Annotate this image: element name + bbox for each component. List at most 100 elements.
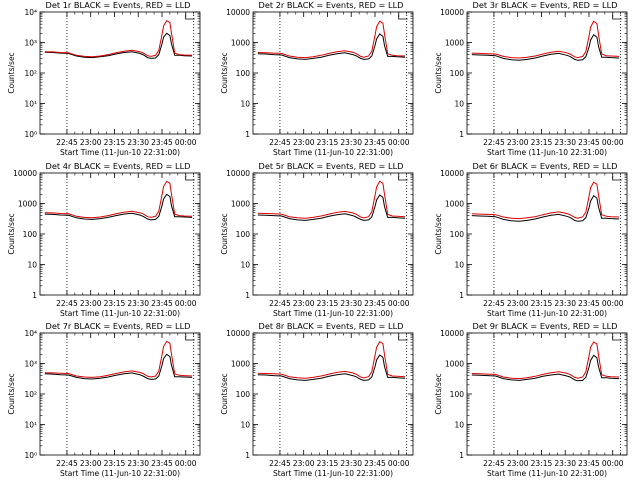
y-tick-label: 100 [23, 230, 38, 239]
detector-panel-1: Det 1r BLACK = Events, RED = LLD 10⁰ 10¹ 10… [7, 0, 201, 157]
series-line-lld [257, 20, 406, 59]
y-tick-label: 10⁰ [24, 130, 37, 139]
x-tick-label: 23:00 [80, 459, 102, 468]
x-tick-label: 23:15 [317, 459, 339, 468]
x-tick-label: 23:45 [151, 459, 173, 468]
x-tick-label: 00:00 [602, 459, 624, 468]
y-tick-label: 10000 [226, 8, 250, 17]
x-tick-label: 23:30 [340, 459, 362, 468]
y-tick-label: 10⁴ [24, 8, 37, 17]
x-tick-label: 23:45 [578, 299, 600, 308]
panel-title: Det 8r BLACK = Events, RED = LLD [259, 321, 404, 331]
y-tick-label: 10 [27, 261, 37, 270]
y-tick-label: 1000 [18, 200, 37, 209]
x-tick-label: 23:30 [340, 138, 362, 147]
x-tick-label: 22:45 [269, 138, 291, 147]
series-line-events [471, 33, 620, 61]
interval-bracket-mark [612, 15, 622, 20]
y-tick-label: 100 [236, 390, 251, 399]
y-axis-label: Counts/sec [220, 52, 229, 93]
detector-panel-5: Det 5r BLACK = Events, RED = LLD 1 10 100 10… [220, 161, 414, 318]
y-axis-label: Counts/sec [7, 373, 16, 414]
detector-panel-7: Det 7r BLACK = Events, RED = LLD 10⁰ 10¹ 10… [7, 321, 201, 478]
series-line-lld [471, 20, 620, 59]
x-tick-label: 00:00 [175, 299, 197, 308]
x-tick-label: 23:00 [80, 299, 102, 308]
panel-title: Det 2r BLACK = Events, RED = LLD [259, 0, 404, 10]
x-tick-label: 00:00 [175, 138, 197, 147]
y-tick-label: 10000 [440, 329, 464, 338]
y-tick-label: 1000 [445, 39, 464, 48]
x-tick-label: 23:30 [127, 138, 149, 147]
series-line-lld [471, 181, 620, 220]
x-axis-label: Start Time (11-Jun-10 22:31:00) [487, 148, 607, 157]
panel-title: Det 7r BLACK = Events, RED = LLD [46, 321, 191, 331]
x-tick-label: 22:45 [56, 299, 78, 308]
interval-bracket-mark [612, 176, 622, 181]
y-tick-label: 100 [450, 390, 465, 399]
series-line-events [257, 354, 406, 381]
x-tick-label: 23:15 [531, 138, 553, 147]
y-tick-label: 1000 [231, 360, 250, 369]
x-axis-label: Start Time (11-Jun-10 22:31:00) [273, 469, 393, 478]
y-tick-label: 10000 [440, 169, 464, 178]
panel-title: Det 4r BLACK = Events, RED = LLD [46, 161, 191, 171]
y-axis-label: Counts/sec [434, 52, 443, 93]
y-tick-label: 100 [236, 230, 251, 239]
x-tick-label: 23:00 [293, 299, 315, 308]
panel-title: Det 1r BLACK = Events, RED = LLD [46, 0, 191, 10]
x-tick-label: 23:30 [554, 459, 576, 468]
x-axis-label: Start Time (11-Jun-10 22:31:00) [273, 148, 393, 157]
plot-frame [39, 332, 201, 456]
panel-title: Det 6r BLACK = Events, RED = LLD [473, 161, 618, 171]
x-tick-label: 00:00 [388, 459, 410, 468]
detector-panel-3: Det 3r BLACK = Events, RED = LLD 1 10 100 10… [434, 0, 628, 157]
x-axis-label: Start Time (11-Jun-10 22:31:00) [60, 148, 180, 157]
x-tick-label: 22:45 [269, 299, 291, 308]
plot-frame [39, 11, 201, 135]
x-tick-label: 22:45 [56, 459, 78, 468]
x-tick-label: 23:45 [578, 138, 600, 147]
x-tick-label: 23:00 [80, 138, 102, 147]
interval-bracket-mark [398, 176, 408, 181]
y-tick-label: 1 [245, 451, 250, 460]
x-tick-label: 23:30 [127, 459, 149, 468]
x-tick-label: 23:15 [531, 459, 553, 468]
x-tick-label: 22:45 [269, 459, 291, 468]
y-axis-label: Counts/sec [434, 213, 443, 254]
x-tick-label: 23:30 [127, 299, 149, 308]
y-axis-label: Counts/sec [434, 373, 443, 414]
x-tick-label: 22:45 [483, 459, 505, 468]
y-tick-label: 10000 [226, 169, 250, 178]
series-line-events [257, 194, 406, 221]
y-tick-label: 100 [450, 69, 465, 78]
y-tick-label: 1000 [231, 39, 250, 48]
y-tick-label: 10 [240, 100, 250, 109]
detector-panel-2: Det 2r BLACK = Events, RED = LLD 1 10 100 10… [220, 0, 414, 157]
x-tick-label: 22:45 [483, 299, 505, 308]
x-tick-label: 23:15 [104, 459, 126, 468]
x-tick-label: 23:00 [293, 138, 315, 147]
x-tick-label: 00:00 [602, 299, 624, 308]
detector-panel-6: Det 6r BLACK = Events, RED = LLD 1 10 100 10… [434, 161, 628, 318]
y-tick-label: 1 [459, 451, 464, 460]
detector-panel-9: Det 9r BLACK = Events, RED = LLD 1 10 100 10… [434, 321, 628, 478]
x-tick-label: 23:45 [364, 299, 386, 308]
series-line-events [257, 33, 406, 60]
x-tick-label: 23:00 [507, 459, 529, 468]
x-tick-label: 23:45 [364, 138, 386, 147]
series-line-lld [44, 180, 193, 219]
panel-title: Det 9r BLACK = Events, RED = LLD [473, 321, 618, 331]
plot-frame [252, 332, 414, 456]
y-tick-label: 100 [236, 69, 251, 78]
x-tick-label: 23:00 [507, 138, 529, 147]
detector-panel-4: Det 4r BLACK = Events, RED = LLD 1 10 100 10… [7, 161, 201, 318]
x-axis-label: Start Time (11-Jun-10 22:31:00) [60, 309, 180, 318]
x-axis-label: Start Time (11-Jun-10 22:31:00) [487, 469, 607, 478]
y-tick-label: 1 [459, 291, 464, 300]
x-tick-label: 23:15 [531, 299, 553, 308]
panel-title: Det 5r BLACK = Events, RED = LLD [259, 161, 404, 171]
y-tick-label: 10⁰ [24, 451, 37, 460]
